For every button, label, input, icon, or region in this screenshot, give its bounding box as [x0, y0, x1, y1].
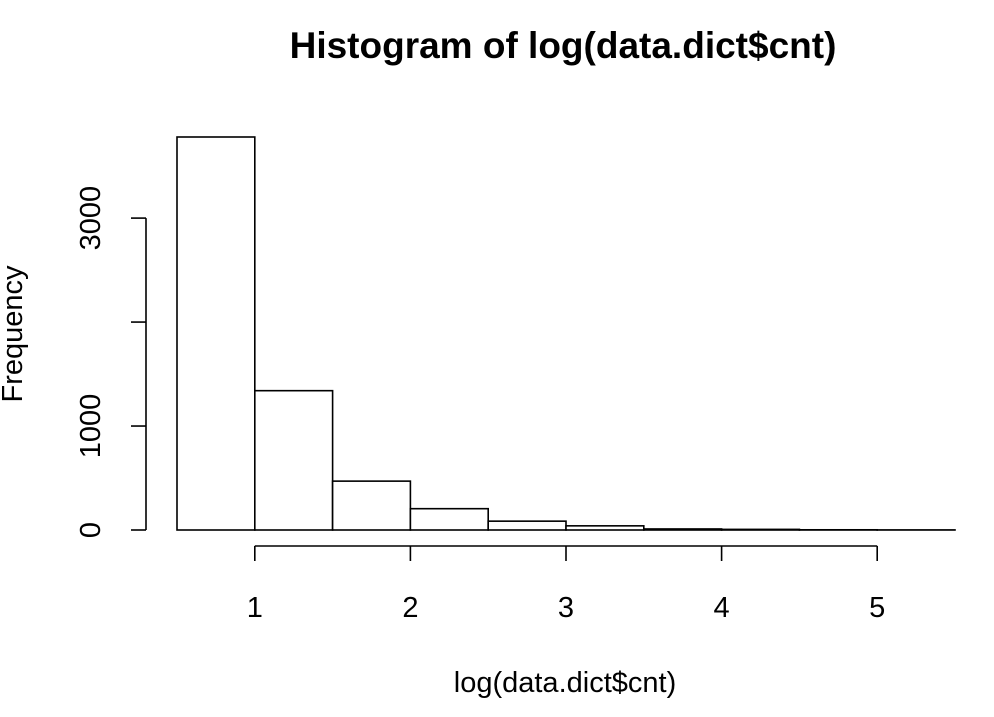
histogram-bar-4 [410, 509, 488, 530]
histogram-bar-8 [722, 529, 800, 530]
y-tick-label: 0 [75, 522, 107, 538]
x-tick-label: 5 [869, 592, 885, 624]
x-axis-title: log(data.dict$cnt) [454, 667, 676, 699]
histogram-bar-1 [177, 137, 255, 530]
y-tick-label: 1000 [75, 394, 107, 459]
x-tick-label: 3 [558, 592, 574, 624]
y-axis: 0 1000 3000 [75, 186, 146, 538]
histogram-bar-3 [333, 481, 411, 530]
y-tick-label: 3000 [75, 186, 107, 251]
histogram-bar-5 [488, 521, 566, 530]
bars-layer [177, 137, 955, 530]
x-tick-label: 1 [247, 592, 263, 624]
histogram-bar-7 [644, 529, 722, 530]
x-tick-label: 2 [402, 592, 418, 624]
histogram-bar-6 [566, 526, 644, 530]
histogram-bar-2 [255, 391, 333, 530]
x-tick-label: 4 [714, 592, 730, 624]
x-axis: 1 2 3 4 5 [247, 546, 886, 624]
y-axis-title: Frequency [0, 265, 29, 403]
chart-title: Histogram of log(data.dict$cnt) [290, 25, 837, 66]
